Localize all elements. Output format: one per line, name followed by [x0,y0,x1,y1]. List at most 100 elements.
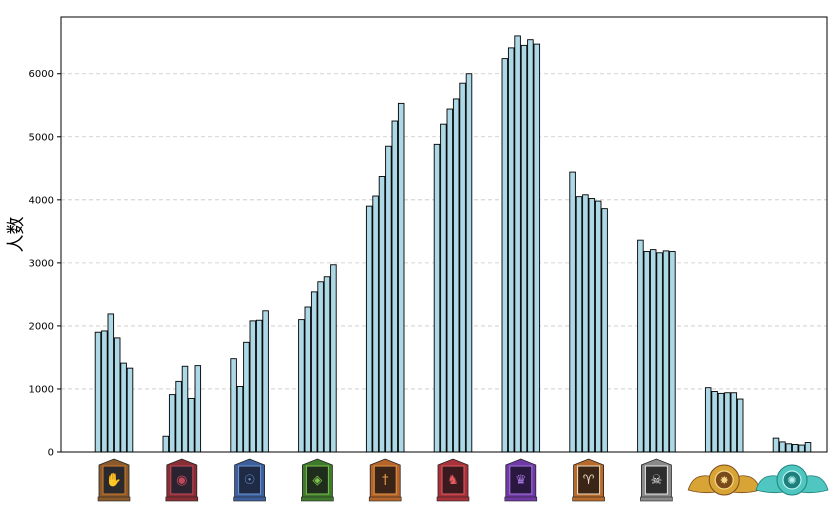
y-tick-label: 5000 [29,132,54,143]
bar [582,194,589,453]
bar [175,380,182,453]
grid-lines [61,73,827,390]
bar [391,120,399,453]
bar [785,443,793,453]
bar [181,365,189,453]
bar [330,264,337,453]
bar [736,398,744,453]
crown-emblem-icon: ♛ [504,458,538,502]
svg-text:♛: ♛ [515,473,527,488]
ram-skull-emblem-icon: ♈ [572,458,605,502]
x-axis-emblems: ✋ ◉ ☉ ◈ † ♞ ♛ ♈ ☠ ✸ ✺ [97,458,829,502]
bar [465,73,473,453]
svg-text:☉: ☉ [244,473,256,488]
bar [298,319,305,453]
svg-text:♞: ♞ [447,473,459,488]
bar [711,391,718,453]
y-tick-label: 4000 [29,195,54,206]
svg-text:✺: ✺ [787,474,796,487]
bar [365,205,373,453]
bar [446,108,454,453]
bar [372,195,379,453]
bar [798,444,805,453]
bar-group [704,387,744,453]
bar [804,442,812,453]
bar [94,331,102,453]
plot-frame [60,16,828,453]
rabbit-emblem-icon: ♞ [436,458,470,502]
bar [637,239,644,453]
bar [236,385,244,453]
golden-winged-emblem-icon: ✸ [687,464,761,496]
bar [717,392,725,453]
bar [107,313,115,453]
bar-group [772,437,812,453]
bar [249,320,257,453]
y-tick-label: 1000 [29,384,54,395]
eye-book-emblem-icon: ◉ [165,458,199,502]
bar [113,337,121,453]
bar-group [569,171,608,453]
y-axis-ticks: 0 1000 2000 3000 4000 5000 6000 [29,69,61,459]
svg-text:♈: ♈ [583,473,595,488]
bar [397,102,405,453]
bar [730,392,738,453]
bar-group [162,365,202,453]
hand-emblem-icon: ✋ [97,458,131,502]
bar [772,437,780,453]
bar [310,291,318,453]
bar [507,47,515,453]
bar-group [501,35,541,453]
bar-group [94,313,134,453]
y-tick-label: 0 [48,448,54,459]
bar [669,251,676,453]
bar-group [230,310,269,453]
bar [304,306,312,453]
bar [126,367,134,453]
svg-text:☠: ☠ [651,473,663,488]
bar [255,319,263,453]
bar [168,394,176,453]
bar [601,208,608,453]
bar [779,441,786,453]
bar [656,252,663,453]
y-tick-label: 2000 [29,321,54,332]
svg-text:✋: ✋ [106,472,122,488]
bar [514,35,521,453]
bar [262,310,269,453]
bar [188,397,195,453]
bar [162,435,170,453]
y-tick-label: 3000 [29,258,54,269]
bar [527,39,534,453]
bar [575,196,583,453]
bar-group [298,264,337,453]
bar [459,82,466,453]
bar [588,198,596,453]
bar [662,250,670,453]
bar [440,123,447,453]
eye-flame-emblem-icon: ☉ [233,458,266,502]
svg-text:✸: ✸ [720,474,729,487]
reaper-emblem-icon: ☠ [640,458,673,502]
bar [724,392,731,453]
bar-group [365,102,405,453]
y-axis-label: 人数 [6,217,27,253]
bar [101,330,108,453]
bar [317,281,324,453]
demon-face-emblem-icon: ◈ [301,458,334,502]
svg-text:◈: ◈ [312,473,322,488]
bar [452,98,460,453]
bar [649,249,657,453]
cyan-winged-emblem-icon: ✺ [755,464,829,496]
bar [569,171,576,453]
bar [643,251,651,453]
bars-layer [94,35,812,453]
bar [704,387,712,453]
bar [120,362,127,453]
bar [533,43,541,453]
svg-text:†: † [382,473,389,488]
bar [194,365,202,453]
bar [243,341,250,453]
bar [520,44,528,453]
